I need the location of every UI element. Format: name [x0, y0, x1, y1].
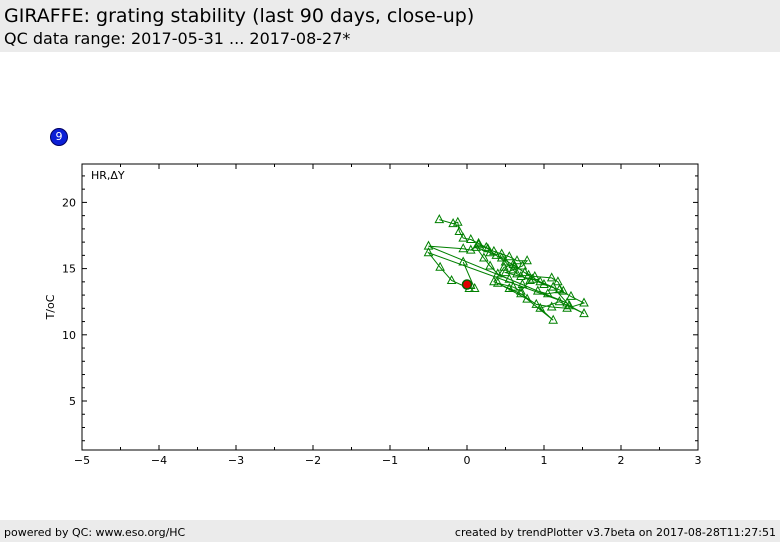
- reference-point: [461, 279, 473, 290]
- data-point-marker: [535, 302, 546, 312]
- data-point-marker: [579, 308, 589, 318]
- x-tick-label: 1: [541, 454, 548, 467]
- data-point-marker: [492, 268, 503, 278]
- data-point-marker: [579, 297, 589, 307]
- data-point-marker: [517, 260, 528, 270]
- data-point-marker: [458, 256, 469, 266]
- plot-area-frame: [81, 163, 699, 451]
- footer-powered-by: powered by QC: www.eso.org/HC: [4, 526, 186, 539]
- data-point-marker: [473, 239, 484, 249]
- x-tick-label: −4: [151, 454, 167, 467]
- data-point-marker: [516, 288, 526, 298]
- data-point-marker: [509, 260, 520, 270]
- data-point-marker: [522, 293, 532, 303]
- data-point-marker: [546, 301, 557, 311]
- y-axis-label: T/oC: [44, 294, 57, 320]
- x-tick-label: 2: [618, 454, 625, 467]
- data-point-marker: [508, 259, 519, 269]
- data-point-marker: [469, 282, 480, 292]
- data-point-marker: [458, 243, 469, 253]
- data-point-marker: [554, 284, 565, 294]
- chart-title: HR,ΔY: [91, 169, 125, 182]
- data-point-marker: [529, 270, 540, 280]
- y-tick-label: 15: [62, 263, 76, 276]
- y-tick-label: 10: [62, 329, 76, 342]
- data-point-marker: [504, 273, 515, 283]
- data-point-marker: [532, 285, 543, 295]
- footer-bar: powered by QC: www.eso.org/HC created by…: [0, 520, 780, 542]
- page-title: GIRAFFE: grating stability (last 90 days…: [4, 5, 475, 27]
- data-point-marker: [465, 233, 476, 243]
- y-tick-label: 5: [69, 395, 76, 408]
- data-point-marker: [504, 282, 515, 292]
- data-point-marker: [531, 298, 542, 308]
- data-point-marker: [504, 251, 515, 261]
- data-point-marker: [566, 290, 576, 300]
- data-point-marker: [496, 248, 507, 258]
- data-point-marker: [465, 244, 476, 254]
- data-point-marker: [553, 276, 563, 286]
- data-point-marker: [434, 214, 445, 224]
- data-point-marker: [489, 276, 499, 286]
- data-point-marker: [481, 241, 492, 251]
- data-point-marker: [564, 300, 575, 310]
- data-point-marker: [423, 247, 434, 257]
- data-point-marker: [554, 296, 565, 306]
- data-point-marker: [558, 285, 569, 295]
- data-point-marker: [512, 268, 522, 278]
- data-point-marker: [500, 256, 511, 266]
- x-tick-label: −5: [74, 454, 90, 467]
- x-tick-label: −3: [228, 454, 244, 467]
- x-tick-label: −1: [382, 454, 398, 467]
- data-point-marker: [500, 267, 511, 277]
- data-point-marker: [542, 288, 553, 298]
- x-tick-label: 0: [464, 454, 471, 467]
- x-tick-label: 3: [695, 454, 702, 467]
- data-point-marker: [519, 267, 530, 277]
- data-point-marker: [546, 272, 557, 282]
- data-point-marker: [525, 274, 535, 284]
- data-point-marker: [482, 243, 493, 253]
- data-point-marker: [446, 274, 457, 284]
- data-point-marker: [562, 302, 572, 312]
- footer-created-by: created by trendPlotter v3.7beta on 2017…: [454, 526, 776, 539]
- data-point-marker: [491, 249, 502, 259]
- data-point-marker: [435, 261, 445, 271]
- header-bar: GIRAFFE: grating stability (last 90 days…: [0, 0, 780, 52]
- y-tick-label: 20: [62, 196, 76, 209]
- data-point-marker: [539, 278, 549, 288]
- plot-number-badge: 9: [50, 128, 68, 146]
- data-point-marker: [508, 281, 519, 291]
- data-point-marker: [452, 216, 463, 226]
- x-tick-label: −2: [305, 454, 321, 467]
- data-point-marker: [471, 241, 482, 251]
- data-point-marker: [535, 276, 546, 286]
- data-point-marker: [562, 297, 572, 307]
- data-point-marker: [492, 277, 503, 287]
- page-subtitle: QC data range: 2017-05-31 ... 2017-08-27…: [4, 29, 351, 48]
- data-point-marker: [517, 278, 528, 288]
- data-point-marker: [548, 281, 559, 291]
- data-point-marker: [479, 252, 489, 262]
- data-point-marker: [458, 232, 469, 242]
- data-point-marker: [516, 285, 526, 295]
- data-point-marker: [548, 314, 559, 324]
- data-point-marker: [485, 260, 495, 270]
- data-point-marker: [499, 261, 509, 271]
- data-point-marker: [454, 225, 465, 235]
- data-point-marker: [522, 255, 532, 265]
- data-point-marker: [512, 255, 522, 265]
